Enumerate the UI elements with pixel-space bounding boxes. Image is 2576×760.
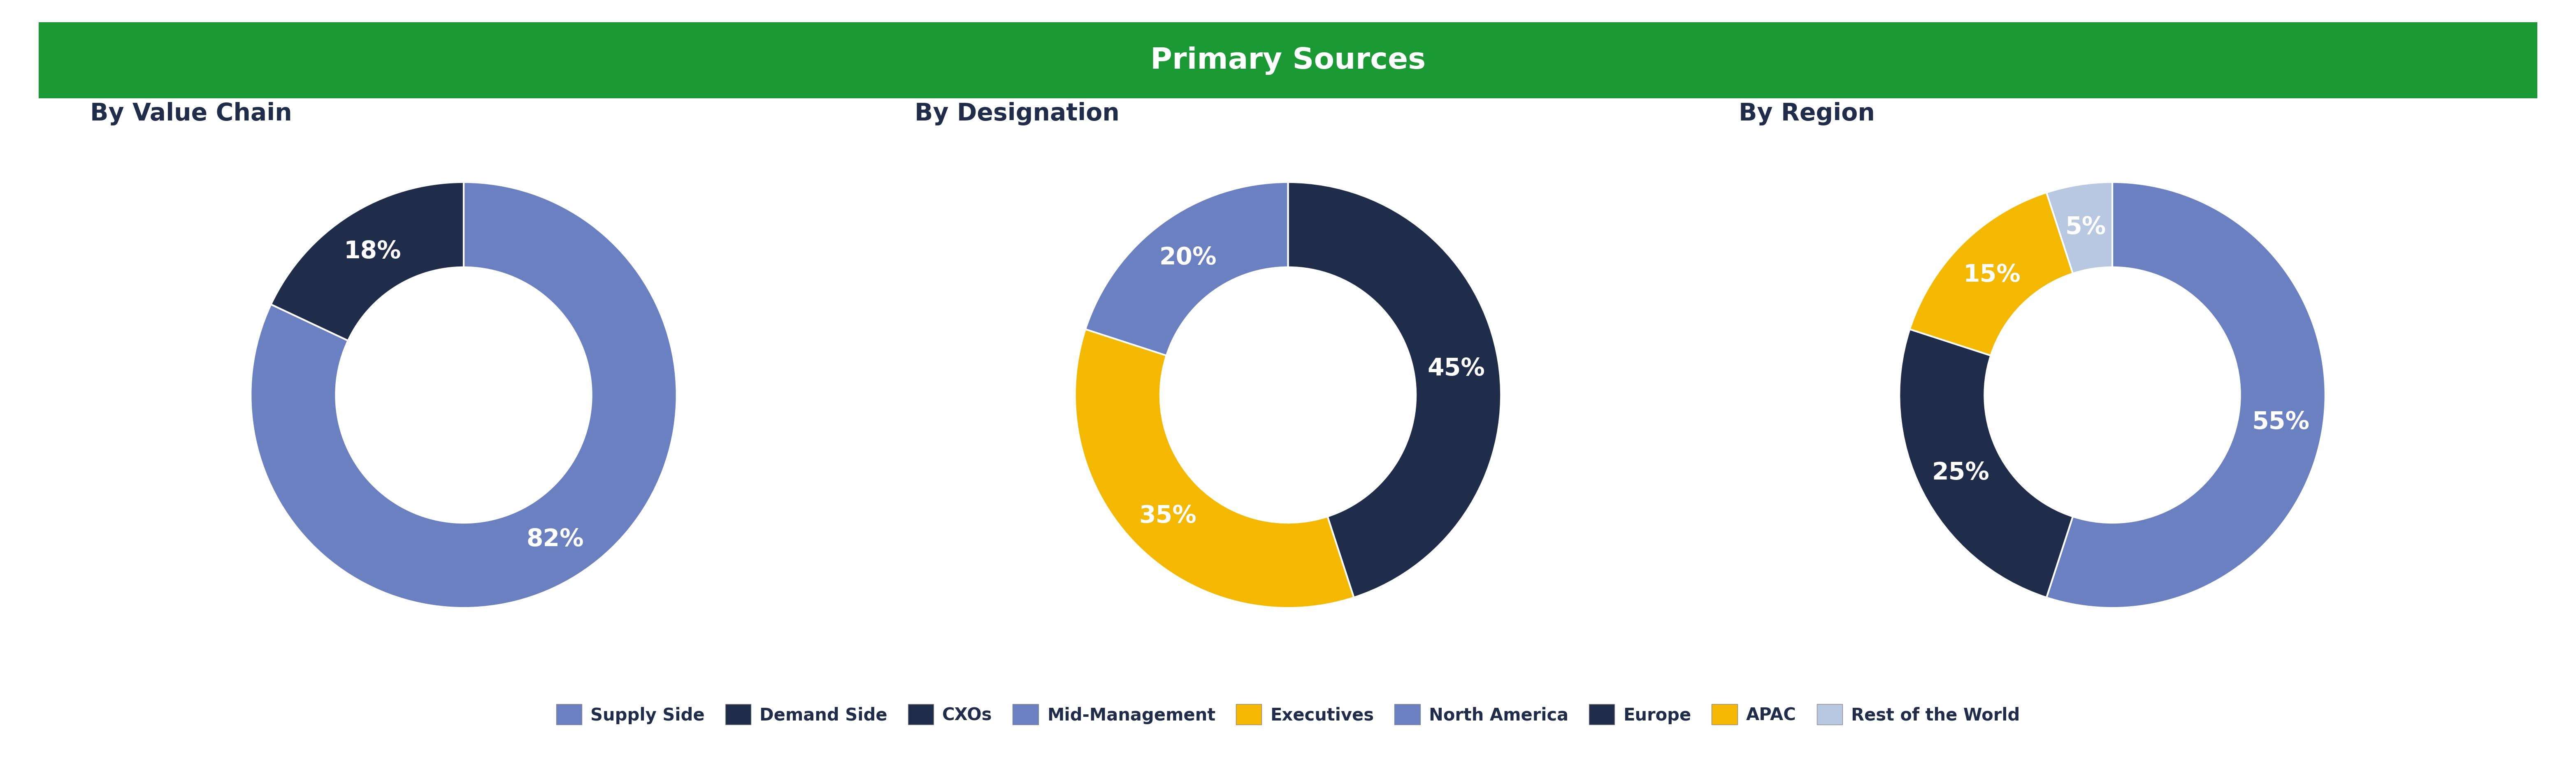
Wedge shape <box>2045 182 2326 608</box>
Text: 25%: 25% <box>1932 461 1989 484</box>
Wedge shape <box>1084 182 1288 356</box>
Legend: Supply Side, Demand Side, CXOs, Mid-Management, Executives, North America, Europ: Supply Side, Demand Side, CXOs, Mid-Mana… <box>549 695 2027 733</box>
Text: By Region: By Region <box>1739 102 1875 125</box>
Text: 35%: 35% <box>1139 504 1195 527</box>
Text: Primary Sources: Primary Sources <box>1151 46 1425 75</box>
Wedge shape <box>1899 329 2074 597</box>
Wedge shape <box>270 182 464 340</box>
Text: 5%: 5% <box>2066 215 2107 239</box>
Text: 55%: 55% <box>2251 410 2311 433</box>
Text: By Value Chain: By Value Chain <box>90 102 291 125</box>
Text: 45%: 45% <box>1427 357 1486 380</box>
Wedge shape <box>2045 182 2112 274</box>
Wedge shape <box>1909 193 2074 356</box>
Wedge shape <box>1074 329 1355 608</box>
Text: 82%: 82% <box>526 527 585 551</box>
Text: By Designation: By Designation <box>914 102 1121 125</box>
Text: 18%: 18% <box>343 239 402 263</box>
Text: 15%: 15% <box>1963 263 2020 287</box>
Text: 20%: 20% <box>1159 245 1216 269</box>
Wedge shape <box>1288 182 1502 597</box>
Wedge shape <box>250 182 677 608</box>
